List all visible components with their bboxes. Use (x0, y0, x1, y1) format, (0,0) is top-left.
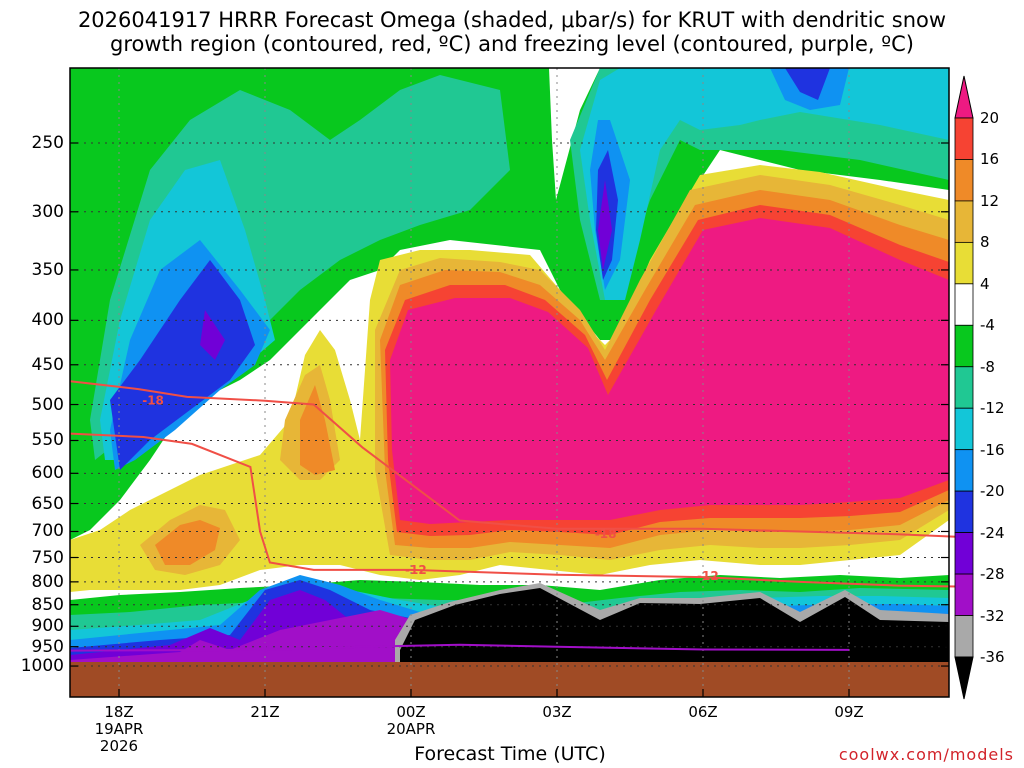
x-tick-label: 18Z 19APR 2026 (94, 703, 144, 755)
colorbar-swatch (954, 490, 974, 534)
y-tick-label: 550 (31, 430, 64, 451)
y-tick-label: 850 (31, 594, 64, 615)
colorbar-swatch (954, 241, 974, 285)
colorbar-tick-label: -12 (980, 399, 1005, 418)
omega-plot-area (70, 68, 949, 697)
colorbar-tick-label: -32 (980, 606, 1005, 625)
chart-title-line1: 2026041917 HRRR Forecast Omega (shaded, … (77, 8, 947, 32)
colorbar-tick-label: 16 (980, 150, 1000, 169)
colorbar (954, 75, 974, 700)
y-tick-label: 250 (31, 133, 64, 153)
colorbar-arrow-bottom (954, 656, 974, 700)
colorbar-swatch (954, 366, 974, 409)
y-tick-label: 400 (31, 310, 64, 331)
y-tick-label: 800 (31, 571, 64, 592)
colorbar-swatch (954, 324, 974, 368)
colorbar-tick-label: -24 (980, 523, 1005, 542)
y-tick-label: 700 (31, 521, 64, 542)
y-tick-label: 950 (31, 636, 64, 657)
colorbar-tick-label: 12 (980, 191, 1000, 210)
colorbar-swatch (954, 615, 974, 658)
plot-frame (69, 67, 950, 698)
colorbar-tick-label: -36 (980, 647, 1005, 666)
contour-label: 0 (261, 640, 269, 654)
y-tick-label: 500 (31, 394, 64, 415)
colorbar-arrow-top (954, 75, 974, 119)
x-tick-label: 09Z (834, 703, 864, 721)
colorbar-swatch (954, 200, 974, 243)
freezing-level-line (70, 643, 850, 652)
y-tick-label: 750 (31, 547, 64, 568)
isotherm-neg12-line (70, 432, 957, 588)
colorbar-tick-label: -20 (980, 482, 1005, 501)
credit-text: coolwx.com/models (838, 745, 1014, 764)
colorbar-tick-label: 8 (980, 233, 990, 252)
colorbar-swatch (954, 159, 974, 202)
y-tick-label: 1000 (20, 656, 64, 677)
colorbar-swatch (954, 573, 974, 616)
x-tick-label: 03Z (542, 703, 572, 721)
x-axis-label: Forecast Time (UTC) (414, 743, 606, 765)
colorbar-tick-label: -16 (980, 440, 1005, 459)
x-tick-label: 06Z (688, 703, 718, 721)
colorbar-swatch (954, 117, 974, 160)
y-tick-label: 350 (31, 259, 64, 280)
colorbar-tick-label: -28 (980, 565, 1005, 584)
colorbar-swatch (954, 407, 974, 451)
colorbar-swatch (954, 283, 974, 326)
omega-band--12 (90, 68, 949, 460)
terrain-fill (70, 662, 949, 697)
y-tick-label: 300 (31, 201, 64, 222)
axis-ticks (70, 142, 949, 697)
omega-low-min (400, 588, 949, 668)
contour-label: -12 (405, 563, 427, 577)
x-tick-label: 00Z 20APR (386, 703, 436, 738)
contour-label: -18 (142, 394, 164, 408)
colorbar-swatch (954, 449, 974, 492)
y-tick-label: 450 (31, 354, 64, 375)
omega-band--16 (100, 68, 949, 460)
colorbar-tick-label: -4 (980, 316, 995, 335)
x-tick-label: 21Z (250, 703, 280, 721)
colorbar-tick-label: -8 (980, 357, 995, 376)
colorbar-tick-label: 4 (980, 274, 990, 293)
omega-band-20 (390, 218, 949, 524)
colorbar-tick-label: 20 (980, 109, 1000, 127)
contour-label: -12 (697, 569, 719, 583)
isotherm-neg18-line (70, 380, 957, 538)
chart-title-line2: growth region (contoured, red, ºC) and f… (110, 32, 914, 56)
y-tick-label: 650 (31, 493, 64, 514)
contour-label: -18 (595, 527, 617, 541)
y-tick-label: 900 (31, 616, 64, 637)
colorbar-swatch (954, 532, 974, 575)
y-tick-label: 600 (31, 463, 64, 484)
contours: -18 -18 -12 -12 0 (70, 380, 957, 654)
